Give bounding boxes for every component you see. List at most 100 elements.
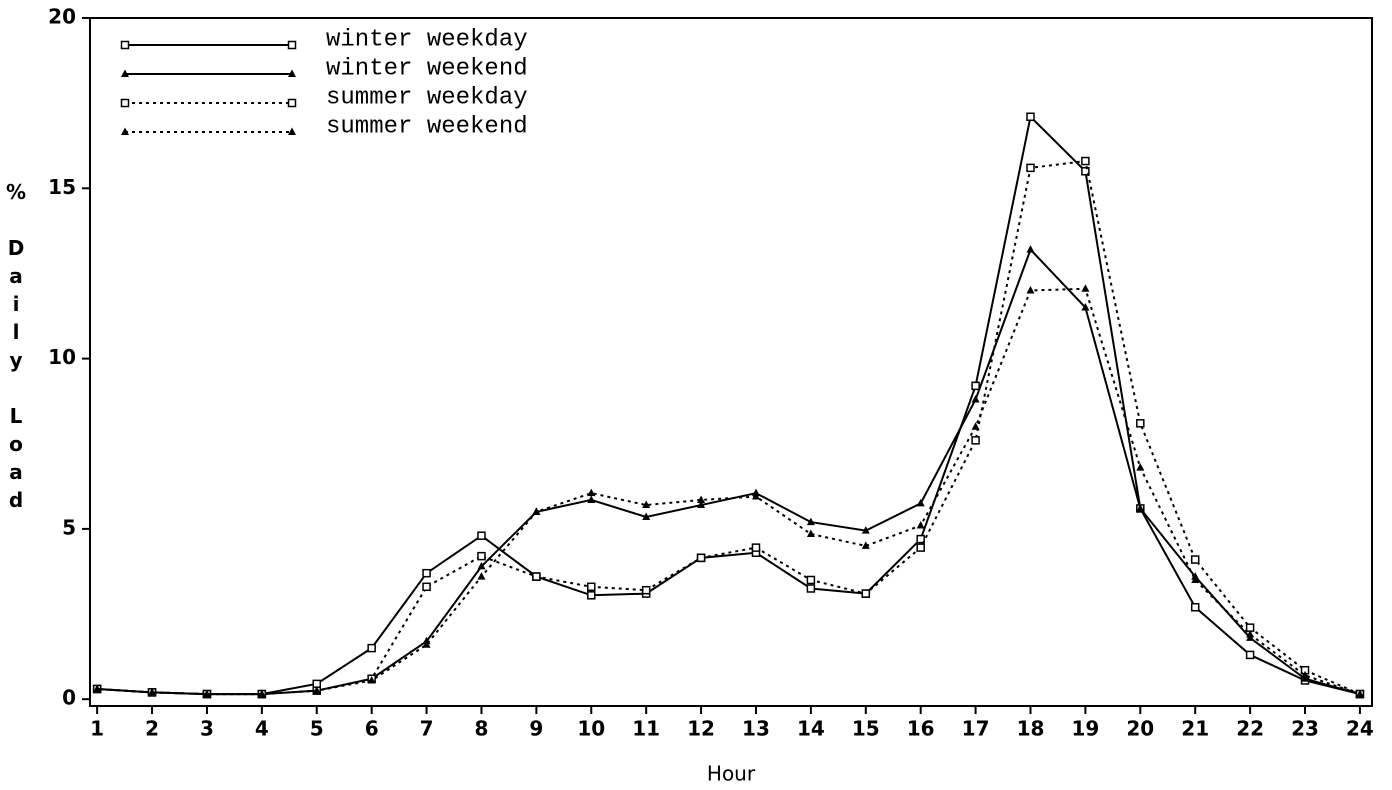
data-point <box>367 643 376 653</box>
data-point <box>806 575 816 585</box>
x-tick-label: 23 <box>1291 717 1319 741</box>
data-point <box>1081 167 1090 176</box>
data-point <box>1026 112 1035 122</box>
legend-marker <box>287 40 297 50</box>
x-tick-label: 4 <box>255 717 269 741</box>
data-point <box>148 687 157 696</box>
data-point <box>696 553 706 563</box>
x-tick-label: 8 <box>475 717 489 741</box>
data-point <box>916 520 925 529</box>
x-tick-label: 6 <box>365 717 379 741</box>
data-point <box>1301 670 1310 679</box>
data-point <box>861 541 870 549</box>
series-line <box>97 159 1361 696</box>
x-tick-label: 9 <box>529 717 543 741</box>
data-point <box>532 507 541 515</box>
data-point <box>916 498 925 507</box>
data-point <box>861 526 870 534</box>
x-tick-label: 3 <box>200 717 214 741</box>
data-point <box>257 689 266 698</box>
x-tick-label: 24 <box>1346 717 1374 741</box>
legend-label: summer weekend <box>326 113 528 140</box>
legend-marker <box>120 40 130 50</box>
data-point <box>422 582 431 592</box>
data-point <box>751 492 760 500</box>
data-point <box>1026 285 1035 294</box>
data-point <box>422 640 431 648</box>
data-point <box>1190 555 1200 564</box>
data-point <box>1136 419 1145 428</box>
y-tick-label: 20 <box>48 5 76 29</box>
legend-marker <box>287 98 297 108</box>
data-point <box>202 689 211 698</box>
x-tick-label: 19 <box>1071 717 1099 741</box>
data-point <box>93 684 102 692</box>
data-point <box>971 422 980 430</box>
data-point <box>971 436 980 445</box>
data-point <box>477 572 486 580</box>
data-point <box>587 591 596 600</box>
data-point <box>422 568 431 578</box>
y-tick-label: 10 <box>48 345 76 369</box>
x-tick-label: 10 <box>577 717 605 741</box>
x-tick-label: 21 <box>1181 717 1209 741</box>
data-point <box>642 512 651 520</box>
data-point <box>587 582 596 592</box>
x-tick-label: 14 <box>797 717 825 741</box>
legend-label: winter weekend <box>326 55 528 82</box>
data-point <box>971 394 980 403</box>
data-point <box>697 495 706 503</box>
legend-marker <box>120 98 130 108</box>
legend-marker <box>288 69 296 77</box>
series-line <box>97 247 1361 696</box>
data-point <box>916 543 925 552</box>
data-point <box>1245 650 1255 660</box>
y-tick-label: 5 <box>62 515 76 539</box>
data-point <box>1026 245 1035 253</box>
legend-marker <box>121 127 129 135</box>
x-tick-label: 2 <box>145 717 159 741</box>
data-point <box>1081 303 1090 311</box>
legend-marker <box>288 127 296 135</box>
data-point <box>1081 156 1090 166</box>
data-point <box>477 561 486 570</box>
data-point <box>1136 463 1145 471</box>
data-point <box>1246 629 1255 638</box>
data-point <box>1136 503 1145 512</box>
legend-marker <box>121 69 129 77</box>
x-tick-label: 16 <box>907 717 935 741</box>
x-tick-label: 1 <box>90 717 104 741</box>
data-point <box>642 500 651 509</box>
x-tick-label: 11 <box>632 717 660 741</box>
data-point <box>971 381 980 391</box>
series-line <box>97 114 1361 696</box>
data-point <box>697 500 706 509</box>
y-tick-label: 0 <box>62 686 76 710</box>
data-point <box>641 585 651 595</box>
legend-label: summer weekday <box>326 84 528 111</box>
x-tick-label: 20 <box>1126 717 1154 741</box>
data-point <box>367 675 376 684</box>
data-point <box>861 589 871 598</box>
data-point <box>751 543 761 552</box>
x-tick-label: 15 <box>852 717 880 741</box>
plot-frame <box>89 17 1373 707</box>
data-point <box>477 551 486 561</box>
x-tick-label: 5 <box>310 717 324 741</box>
data-point <box>587 488 596 497</box>
data-point <box>1081 284 1090 292</box>
data-point <box>806 517 815 526</box>
x-tick-label: 18 <box>1017 717 1045 741</box>
data-point <box>587 495 596 503</box>
x-tick-label: 22 <box>1236 717 1264 741</box>
data-point <box>1026 163 1035 173</box>
x-tick-label: 13 <box>742 717 770 741</box>
data-point <box>1191 575 1200 583</box>
series-line <box>97 287 1361 696</box>
x-axis-label: Hour <box>707 762 756 786</box>
data-point <box>477 531 486 540</box>
data-point <box>806 584 816 593</box>
x-tick-label: 7 <box>420 717 434 741</box>
data-point <box>1355 689 1364 698</box>
